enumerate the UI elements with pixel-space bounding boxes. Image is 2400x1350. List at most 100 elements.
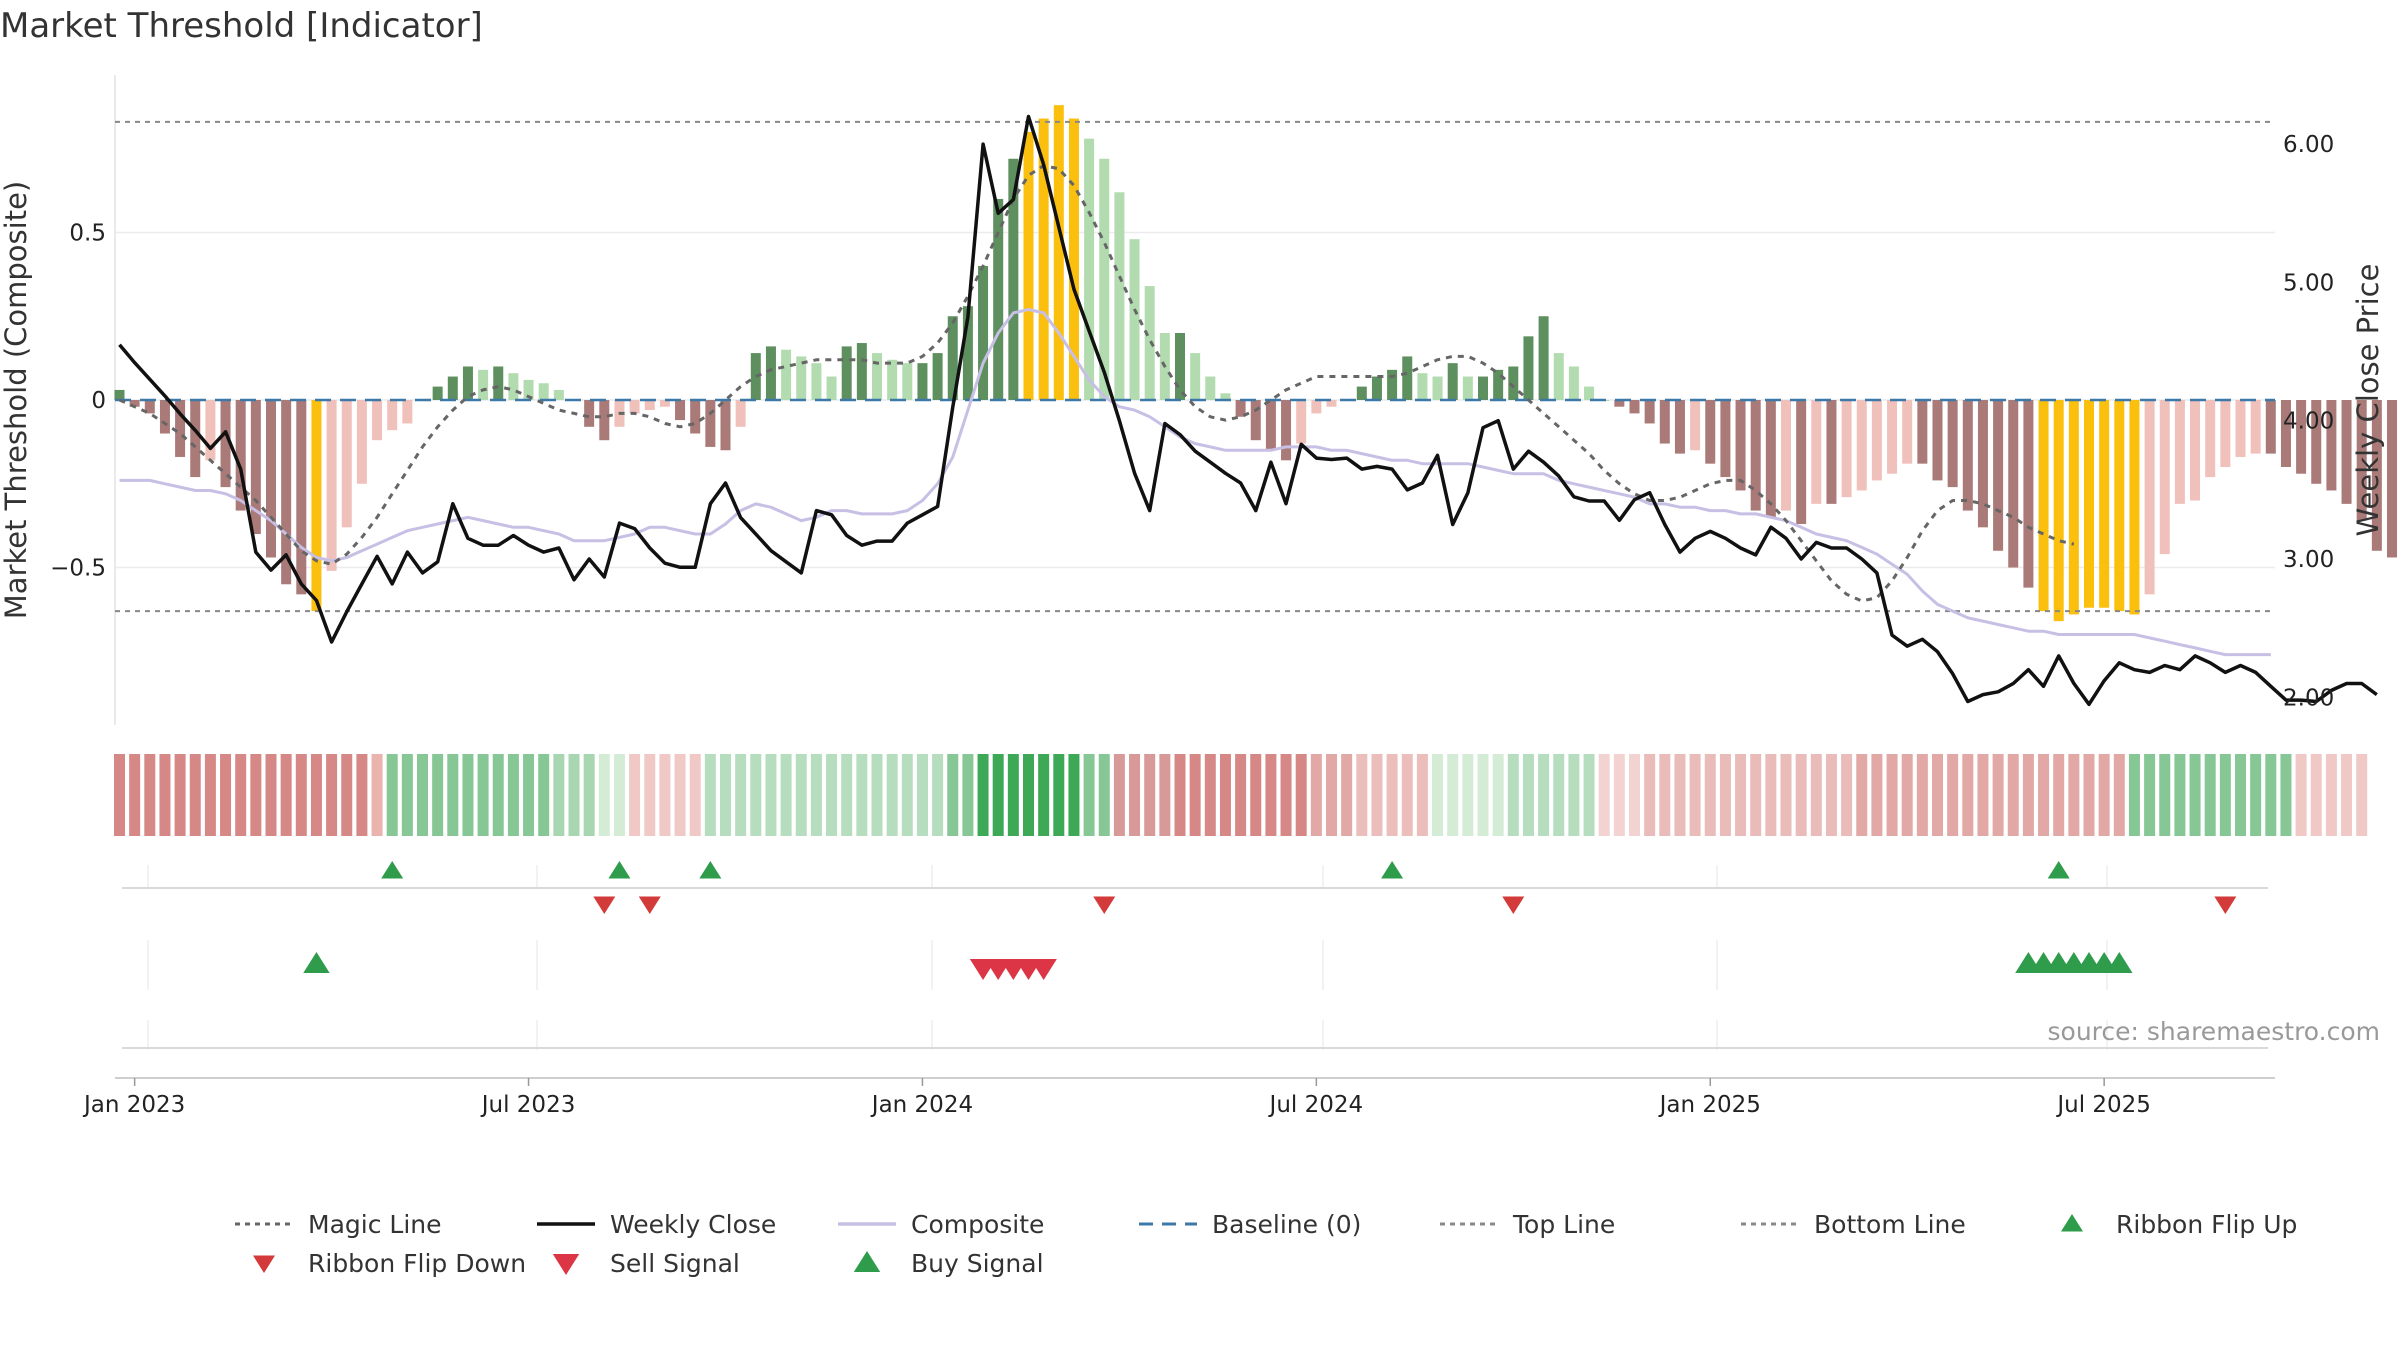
ribbon-cell xyxy=(2265,754,2277,836)
ribbon-cell xyxy=(568,754,580,836)
ribbon-cell xyxy=(1477,754,1489,836)
composite-bar xyxy=(2356,400,2367,521)
composite-bar xyxy=(1099,158,1110,400)
ribbon-cell xyxy=(114,754,125,836)
ribbon-cell xyxy=(1659,754,1671,836)
ribbon-cell xyxy=(1144,754,1156,836)
ribbon-cell xyxy=(220,754,232,836)
ribbon-cell xyxy=(916,754,928,836)
composite-bar xyxy=(1781,400,1791,511)
ribbon-cell xyxy=(326,754,338,836)
legend-swatch xyxy=(853,1251,881,1272)
composite-bar xyxy=(1523,336,1534,400)
legend-item: Weekly Close xyxy=(537,1210,776,1239)
ribbon-cell xyxy=(629,754,641,836)
legend-label: Ribbon Flip Up xyxy=(2116,1210,2297,1239)
ribbon-cell xyxy=(1447,754,1459,836)
composite-bar xyxy=(887,359,898,400)
composite-bar xyxy=(2250,400,2261,454)
indicator-lines xyxy=(115,114,2378,707)
legend-item: Magic Line xyxy=(235,1210,442,1239)
ribbon-cell xyxy=(1219,754,1231,836)
legend-item: Bottom Line xyxy=(1741,1210,1966,1239)
composite-bar xyxy=(311,400,322,612)
composite-bar xyxy=(356,400,367,484)
composite-bar xyxy=(205,400,216,461)
ribbon-cell xyxy=(265,754,277,836)
composite-bar xyxy=(1008,158,1019,400)
ribbon-flip-up-marker xyxy=(381,861,404,879)
ribbon-cell xyxy=(2022,754,2034,836)
legend-label: Buy Signal xyxy=(911,1249,1044,1278)
composite-bar xyxy=(1705,400,1716,464)
composite-bar xyxy=(1311,400,1322,414)
ribbon-cell xyxy=(1007,754,1019,836)
composite-bar xyxy=(1856,400,1867,491)
ribbon-cell xyxy=(932,754,944,836)
composite-bar xyxy=(1023,131,1034,401)
ribbon-cell xyxy=(1083,754,1095,836)
ribbon-cell xyxy=(462,754,474,836)
right-tick-label: 3.00 xyxy=(2283,547,2334,573)
ribbon-cell xyxy=(901,754,913,836)
composite-bar xyxy=(2341,400,2352,504)
legend-item: Ribbon Flip Up xyxy=(2061,1210,2297,1239)
ribbon-cell xyxy=(2113,754,2125,836)
legend-item: Baseline (0) xyxy=(1139,1210,1361,1239)
legend-label: Magic Line xyxy=(308,1210,442,1239)
composite-bar xyxy=(2129,400,2140,615)
x-tick-label: Jul 2024 xyxy=(1268,1092,1364,1118)
composite-bar xyxy=(2387,400,2397,558)
composite-bar xyxy=(826,376,837,400)
ribbon-cell xyxy=(1947,754,1959,836)
ribbon-cell xyxy=(841,754,853,836)
ribbon-cell xyxy=(1780,754,1792,836)
ribbon-cell xyxy=(1416,754,1428,836)
legend: Magic Line Weekly Close Composite Baseline … xyxy=(235,1210,2297,1278)
ribbon-cell xyxy=(1735,754,1747,836)
ribbon-cell xyxy=(1204,754,1216,836)
composite-bar xyxy=(1644,400,1655,424)
legend-item: Ribbon Flip Down xyxy=(253,1249,526,1278)
legend-swatch xyxy=(2061,1214,2083,1232)
ribbon-cell xyxy=(2219,754,2231,836)
ribbon-cell xyxy=(1644,754,1656,836)
composite-bar xyxy=(1584,386,1595,400)
ribbon-flip-up-marker xyxy=(2047,861,2070,879)
ribbon-cell xyxy=(1613,754,1625,836)
ribbon-cell xyxy=(2310,754,2322,836)
composite-bar xyxy=(129,400,140,407)
composite-bar xyxy=(508,373,519,400)
ribbon-flip-down-marker xyxy=(638,896,661,914)
composite-bar xyxy=(1977,400,1988,528)
legend-label: Weekly Close xyxy=(610,1210,776,1239)
composite-bar xyxy=(599,400,610,441)
legend-label: Composite xyxy=(911,1210,1044,1239)
left-tick-label: −0.5 xyxy=(50,556,106,582)
legend-item: Buy Signal xyxy=(853,1249,1044,1278)
ribbon-cell xyxy=(977,754,989,836)
legend-label: Top Line xyxy=(1512,1210,1615,1239)
sell-signal-marker xyxy=(1030,959,1057,980)
composite-bar xyxy=(2265,400,2276,454)
axes: 0.5 0 −0.5 6.00 5.00 4.00 3.00 2.00 Market Thres… xyxy=(0,132,2385,711)
ribbon-cell xyxy=(235,754,247,836)
ribbon-cell xyxy=(1341,754,1353,836)
composite-bar xyxy=(2159,400,2170,555)
legend-label: Baseline (0) xyxy=(1212,1210,1361,1239)
composite-bar xyxy=(2205,400,2216,478)
ribbon-cell xyxy=(689,754,701,836)
ribbon-flip-up-marker xyxy=(608,861,631,879)
composite-bar xyxy=(1190,353,1201,400)
composite-bar xyxy=(856,343,867,400)
ribbon-flip-down-marker xyxy=(1093,896,1116,914)
x-tick-label: Jul 2025 xyxy=(2055,1092,2151,1118)
ribbon-cell xyxy=(1053,754,1065,836)
ribbon-cell xyxy=(1174,754,1186,836)
ribbon-cell xyxy=(598,754,610,836)
ribbon-cell xyxy=(1507,754,1519,836)
left-axis-title: Market Threshold (Composite) xyxy=(0,181,33,619)
ribbon-cell xyxy=(1719,754,1731,836)
ribbon-cell xyxy=(1932,754,1943,836)
ribbon-cell xyxy=(2083,754,2095,836)
